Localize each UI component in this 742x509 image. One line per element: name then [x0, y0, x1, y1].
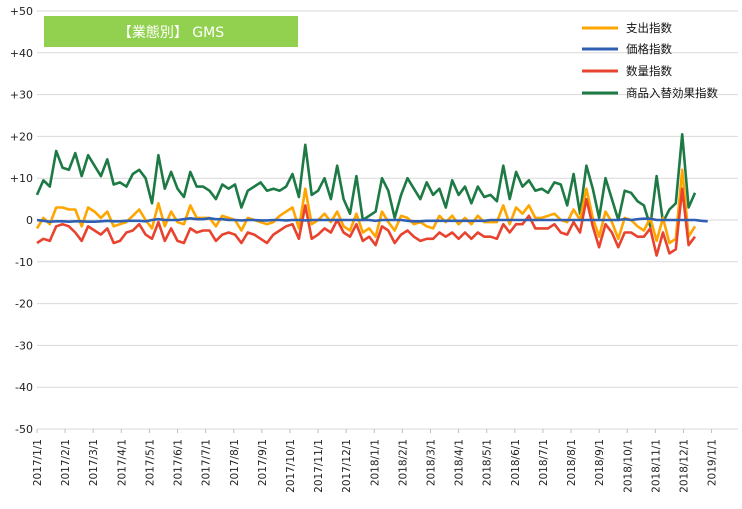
title-box: [44, 16, 298, 47]
y-tick-label: -20: [15, 298, 33, 311]
series-line-price: [36, 217, 708, 223]
x-tick-label: 2018/10/1: [622, 439, 634, 493]
x-tick-label: 2018/12/1: [678, 439, 690, 493]
x-tick-label: 2017/9/1: [257, 439, 269, 486]
y-tick-label: -30: [15, 339, 33, 352]
x-tick-label: 2017/8/1: [229, 439, 241, 486]
legend-item-quantity: 数量指数: [582, 64, 672, 78]
legend-label-price: 価格指数: [626, 42, 672, 56]
y-tick-label: -40: [15, 381, 33, 394]
x-tick-label: 2019/1/1: [707, 439, 719, 486]
x-tick-label: 2018/1/1: [369, 439, 381, 486]
series-line-replacement: [35, 133, 697, 228]
chart-title-text: 【業態別】 GMS: [118, 25, 224, 41]
x-axis-ticks: 2017/1/1 2017/2/1 2017/3/1 2017/4/1 2017/5/1…: [32, 429, 719, 493]
x-tick-label: 2017/1/1: [32, 439, 44, 486]
y-tick-label: -50: [15, 423, 33, 436]
y-tick-label: +20: [10, 130, 33, 143]
x-tick-label: 2018/9/1: [594, 439, 606, 486]
legend-item-replacement: 商品入替効果指数: [582, 86, 718, 100]
x-tick-label: 2017/10/1: [285, 439, 297, 493]
y-tick-label: +30: [10, 89, 33, 102]
x-tick-label: 2017/7/1: [201, 439, 213, 486]
y-tick-label: +40: [10, 47, 33, 60]
x-tick-label: 2018/8/1: [566, 439, 578, 486]
x-tick-label: 2017/11/1: [313, 439, 325, 493]
x-tick-label: 2018/6/1: [510, 439, 522, 486]
x-tick-label: 2017/6/1: [173, 439, 185, 486]
chart-title: 【業態別】 GMS: [44, 16, 298, 47]
legend-label-spend: 支出指数: [626, 21, 672, 35]
y-tick-label: +10: [10, 172, 33, 185]
x-tick-label: 2018/3/1: [426, 439, 438, 486]
x-tick-label: 2017/2/1: [60, 439, 72, 486]
legend-label-replacement: 商品入替効果指数: [626, 86, 718, 100]
legend: 支出指数 価格指数 数量指数 商品入替効果指数: [582, 21, 718, 100]
y-tick-label: -10: [15, 256, 33, 269]
x-tick-label: 2018/11/1: [650, 439, 662, 493]
y-tick-label: 0: [26, 214, 33, 227]
x-tick-label: 2017/4/1: [116, 439, 128, 486]
x-tick-label: 2018/2/1: [397, 439, 409, 486]
series-line-quantity: [36, 187, 697, 257]
legend-item-spend: 支出指数: [582, 21, 672, 35]
x-tick-label: 2017/3/1: [88, 439, 100, 486]
y-axis-ticks: +50 +40 +30 +20 +10 0 -10 -20 -30 -40 -50: [10, 5, 33, 436]
x-tick-label: 2018/4/1: [454, 439, 466, 486]
legend-label-quantity: 数量指数: [626, 64, 672, 78]
legend-item-price: 価格指数: [582, 42, 672, 56]
series-lines: [35, 133, 708, 257]
x-tick-label: 2017/5/1: [144, 439, 156, 486]
y-tick-label: +50: [10, 5, 33, 18]
x-tick-label: 2018/5/1: [482, 439, 494, 486]
x-tick-label: 2018/7/1: [538, 439, 550, 486]
x-tick-label: 2017/12/1: [341, 439, 353, 493]
